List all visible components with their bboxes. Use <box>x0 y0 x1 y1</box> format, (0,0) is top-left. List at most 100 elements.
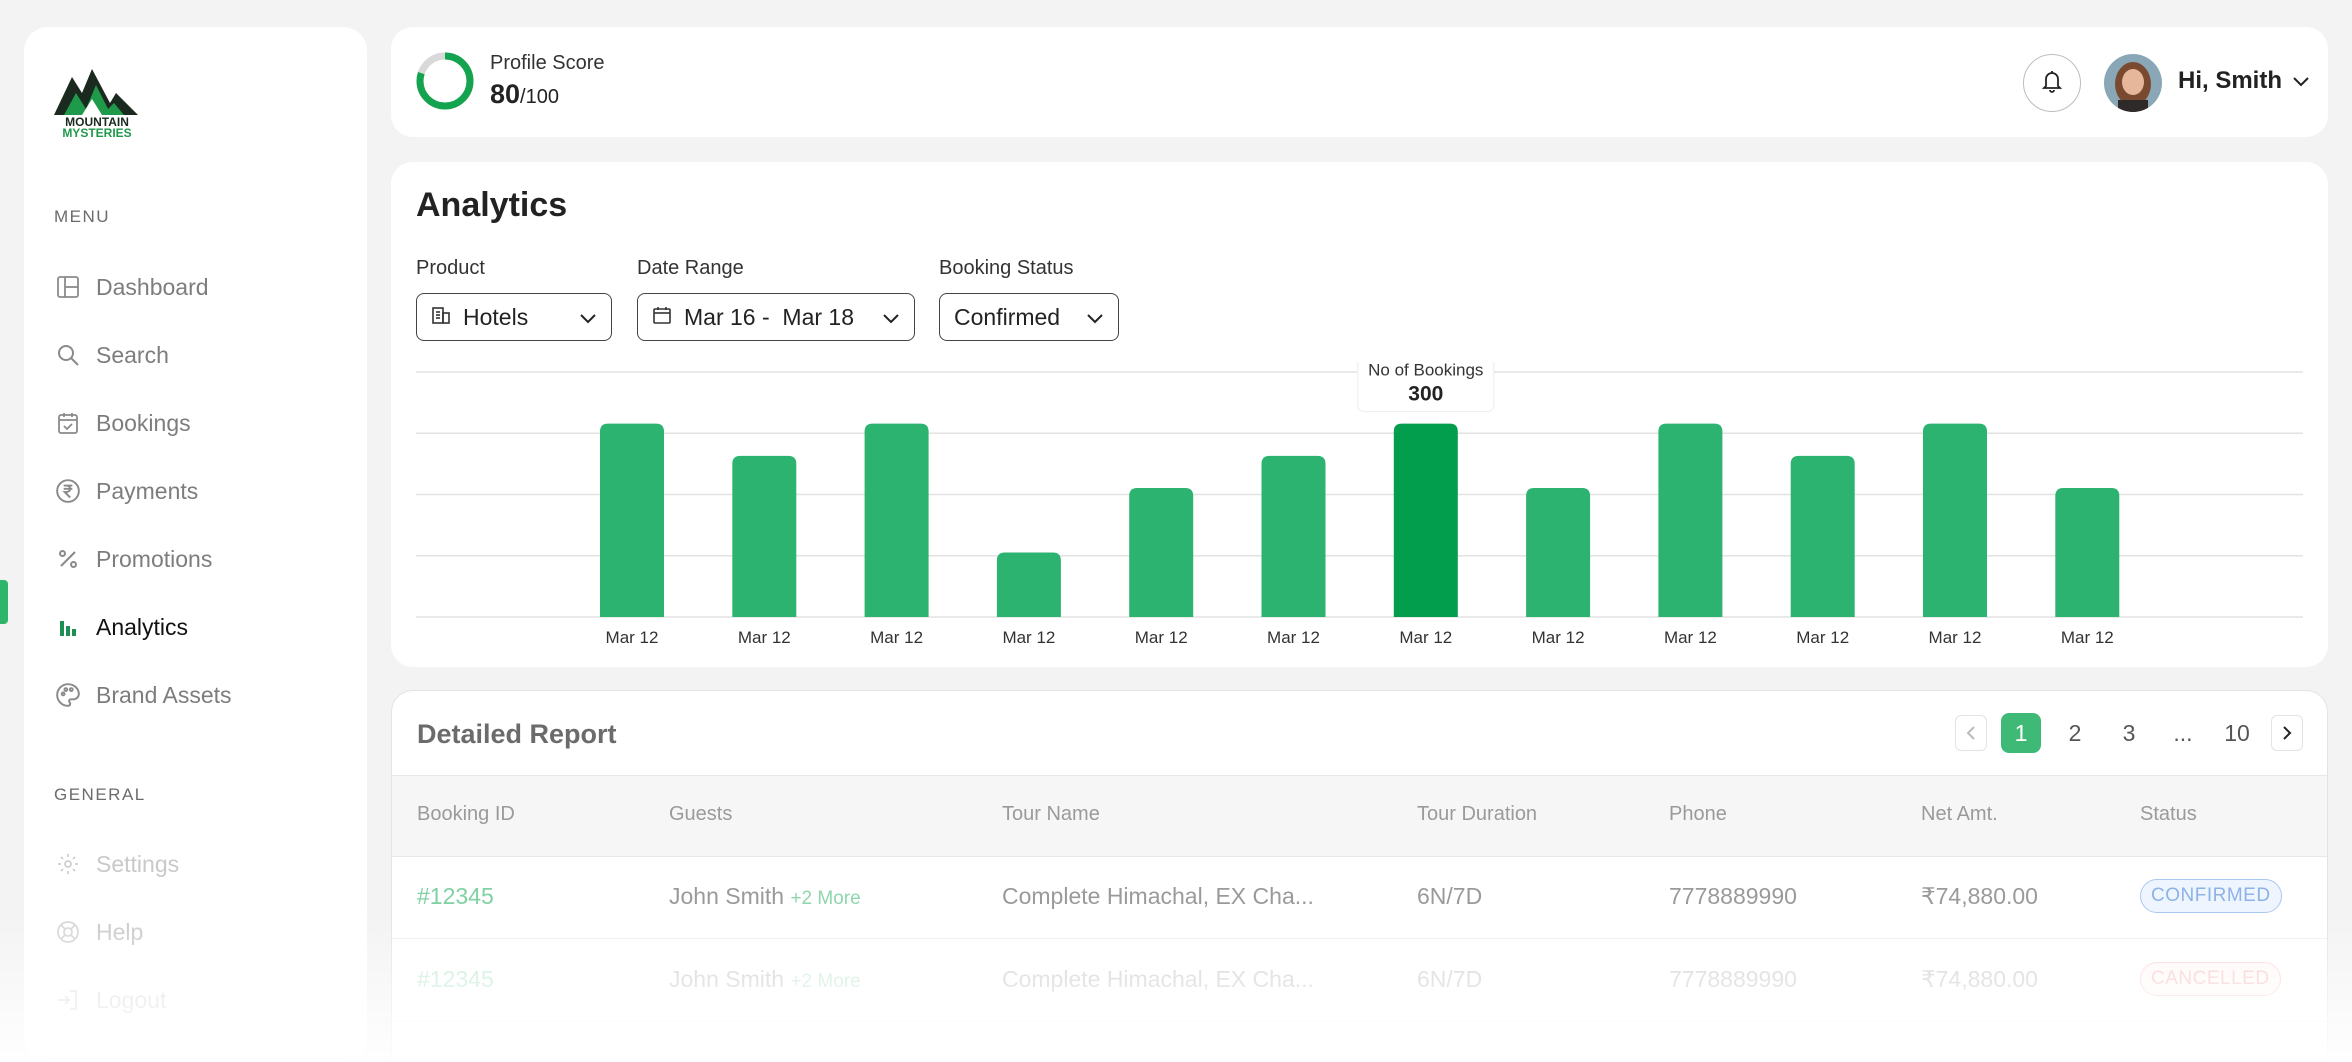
layout-icon <box>54 273 82 301</box>
chevron-left-icon <box>1966 720 1976 747</box>
calendar-check-icon <box>54 409 82 437</box>
date-range-label: Date Range <box>637 257 744 279</box>
brand-logo[interactable]: MOUNTAIN MYSTERIES <box>52 63 142 140</box>
tooltip-label: No of Bookings <box>1368 362 1483 380</box>
sidebar-item-label: Dashboard <box>96 273 209 300</box>
menu-section-title: MENU <box>54 207 111 226</box>
detailed-report: Detailed Report 1 2 3 ... 10 Booking ID … <box>391 690 2328 1062</box>
x-tick-label: Mar 12 <box>1532 628 1585 647</box>
chart-bar[interactable] <box>1658 423 1723 617</box>
table-row[interactable]: #12345 John Smith +2 More Complete Himac… <box>392 857 2327 939</box>
sidebar-item-label: Settings <box>96 850 180 877</box>
profile-score-label: Profile Score <box>490 52 605 74</box>
percent-icon <box>54 545 82 573</box>
column-tour-duration[interactable]: Tour Duration <box>1417 803 1538 825</box>
score-number: 80 <box>490 79 521 109</box>
more-guests-link[interactable]: +2 More <box>790 888 861 909</box>
palette-icon <box>54 681 82 709</box>
tour-name: Complete Himachal, EX Cha... <box>1002 966 1314 992</box>
top-bar: Profile Score 80/100 Hi, Smith <box>391 27 2328 137</box>
page-10-button[interactable]: 10 <box>2224 719 2250 746</box>
sidebar-item-payments[interactable]: Payments <box>54 471 198 511</box>
sidebar-item-dashboard[interactable]: Dashboard <box>54 267 209 307</box>
phone-number: 7778889990 <box>1669 883 1797 909</box>
sidebar-item-label: Promotions <box>96 545 213 572</box>
active-indicator <box>0 580 8 624</box>
tooltip-box <box>1357 362 1495 413</box>
sidebar-item-label: Bookings <box>96 409 191 436</box>
avatar[interactable] <box>2104 54 2162 112</box>
more-guests-link[interactable]: +2 More <box>790 971 861 992</box>
calendar-icon <box>652 304 672 331</box>
profile-score-ring <box>416 52 474 110</box>
chart-bar[interactable] <box>2055 488 2120 617</box>
chevron-down-icon <box>2292 67 2310 95</box>
chart-bar[interactable] <box>864 423 929 617</box>
page-1-button[interactable]: 1 <box>2001 713 2041 753</box>
guest-name: John Smith +2 More <box>669 966 861 993</box>
chart-bar[interactable] <box>1923 423 1987 617</box>
tour-duration: 6N/7D <box>1417 883 1483 909</box>
column-tour-name[interactable]: Tour Name <box>1002 803 1100 825</box>
guest-name: John Smith +2 More <box>669 883 861 910</box>
general-section-title: GENERAL <box>54 785 146 804</box>
booking-status-value: Confirmed <box>954 303 1061 330</box>
guest-name-text: John Smith <box>669 883 785 909</box>
phone-number: 7778889990 <box>1669 966 1797 992</box>
chart-bar[interactable] <box>996 552 1061 617</box>
profile-score-value: 80/100 <box>490 79 559 110</box>
tour-duration: 6N/7D <box>1417 966 1483 992</box>
logout-icon <box>54 986 82 1014</box>
sidebar-item-brand-assets[interactable]: Brand Assets <box>54 675 232 715</box>
sidebar: MOUNTAIN MYSTERIES MENU Dashboard Search… <box>24 27 367 1062</box>
sidebar-item-settings[interactable]: Settings <box>54 844 179 884</box>
date-range-value: Mar 16 - Mar 18 <box>684 303 854 330</box>
column-booking-id[interactable]: Booking ID <box>417 803 515 825</box>
page-2-button[interactable]: 2 <box>2068 719 2082 746</box>
sidebar-item-search[interactable]: Search <box>54 335 169 375</box>
page-3-button[interactable]: 3 <box>2122 719 2136 746</box>
sidebar-item-label: Payments <box>96 477 199 504</box>
net-amount: ₹74,880.00 <box>1921 883 2038 909</box>
chart-bar[interactable] <box>600 423 664 617</box>
booking-id-link[interactable]: #12345 <box>417 883 494 909</box>
pagination: 1 2 3 ... 10 <box>1955 713 2303 753</box>
prev-page-button[interactable] <box>1955 715 1987 751</box>
x-tick-label: Mar 12 <box>870 628 923 647</box>
sidebar-item-logout[interactable]: Logout <box>54 980 166 1020</box>
sidebar-item-help[interactable]: Help <box>54 912 143 952</box>
chevron-down-icon <box>579 304 597 331</box>
chart-bar[interactable] <box>1790 455 1855 617</box>
x-tick-label: Mar 12 <box>1002 628 1055 647</box>
column-guests[interactable]: Guests <box>669 803 733 825</box>
chart-bar[interactable] <box>1526 488 1591 617</box>
user-menu[interactable]: Hi, Smith <box>2178 67 2310 95</box>
status-badge: CANCELLED <box>2140 962 2281 996</box>
chart-bar[interactable] <box>732 455 797 617</box>
bar-tooltip: No of Bookings 300 <box>1357 362 1495 413</box>
search-icon <box>54 341 82 369</box>
brand-line2: MYSTERIES <box>62 126 131 137</box>
booking-status-select[interactable]: Confirmed <box>939 293 1119 341</box>
column-net-amount[interactable]: Net Amt. <box>1921 803 1998 825</box>
sidebar-item-analytics[interactable]: Analytics <box>54 607 188 647</box>
tour-name: Complete Himachal, EX Cha... <box>1002 883 1314 909</box>
analytics-card: Analytics Product Hotels Date Range Mar … <box>391 162 2328 667</box>
booking-id-link[interactable]: #12345 <box>417 966 494 992</box>
x-tick-label: Mar 12 <box>606 628 659 647</box>
chevron-down-icon <box>882 304 900 331</box>
column-status[interactable]: Status <box>2140 803 2197 825</box>
chart-bar[interactable] <box>1393 423 1458 617</box>
chart-bar[interactable] <box>1129 488 1194 617</box>
date-range-select[interactable]: Mar 16 - Mar 18 <box>637 293 915 341</box>
x-tick-label: Mar 12 <box>738 628 791 647</box>
score-max: /100 <box>520 86 559 108</box>
product-select[interactable]: Hotels <box>416 293 612 341</box>
notification-button[interactable] <box>2023 54 2081 112</box>
sidebar-item-promotions[interactable]: Promotions <box>54 539 212 579</box>
sidebar-item-bookings[interactable]: Bookings <box>54 403 191 443</box>
table-row[interactable]: #12345 John Smith +2 More Complete Himac… <box>392 940 2327 1022</box>
chart-bar[interactable] <box>1261 455 1326 617</box>
next-page-button[interactable] <box>2271 715 2303 751</box>
column-phone[interactable]: Phone <box>1669 803 1727 825</box>
